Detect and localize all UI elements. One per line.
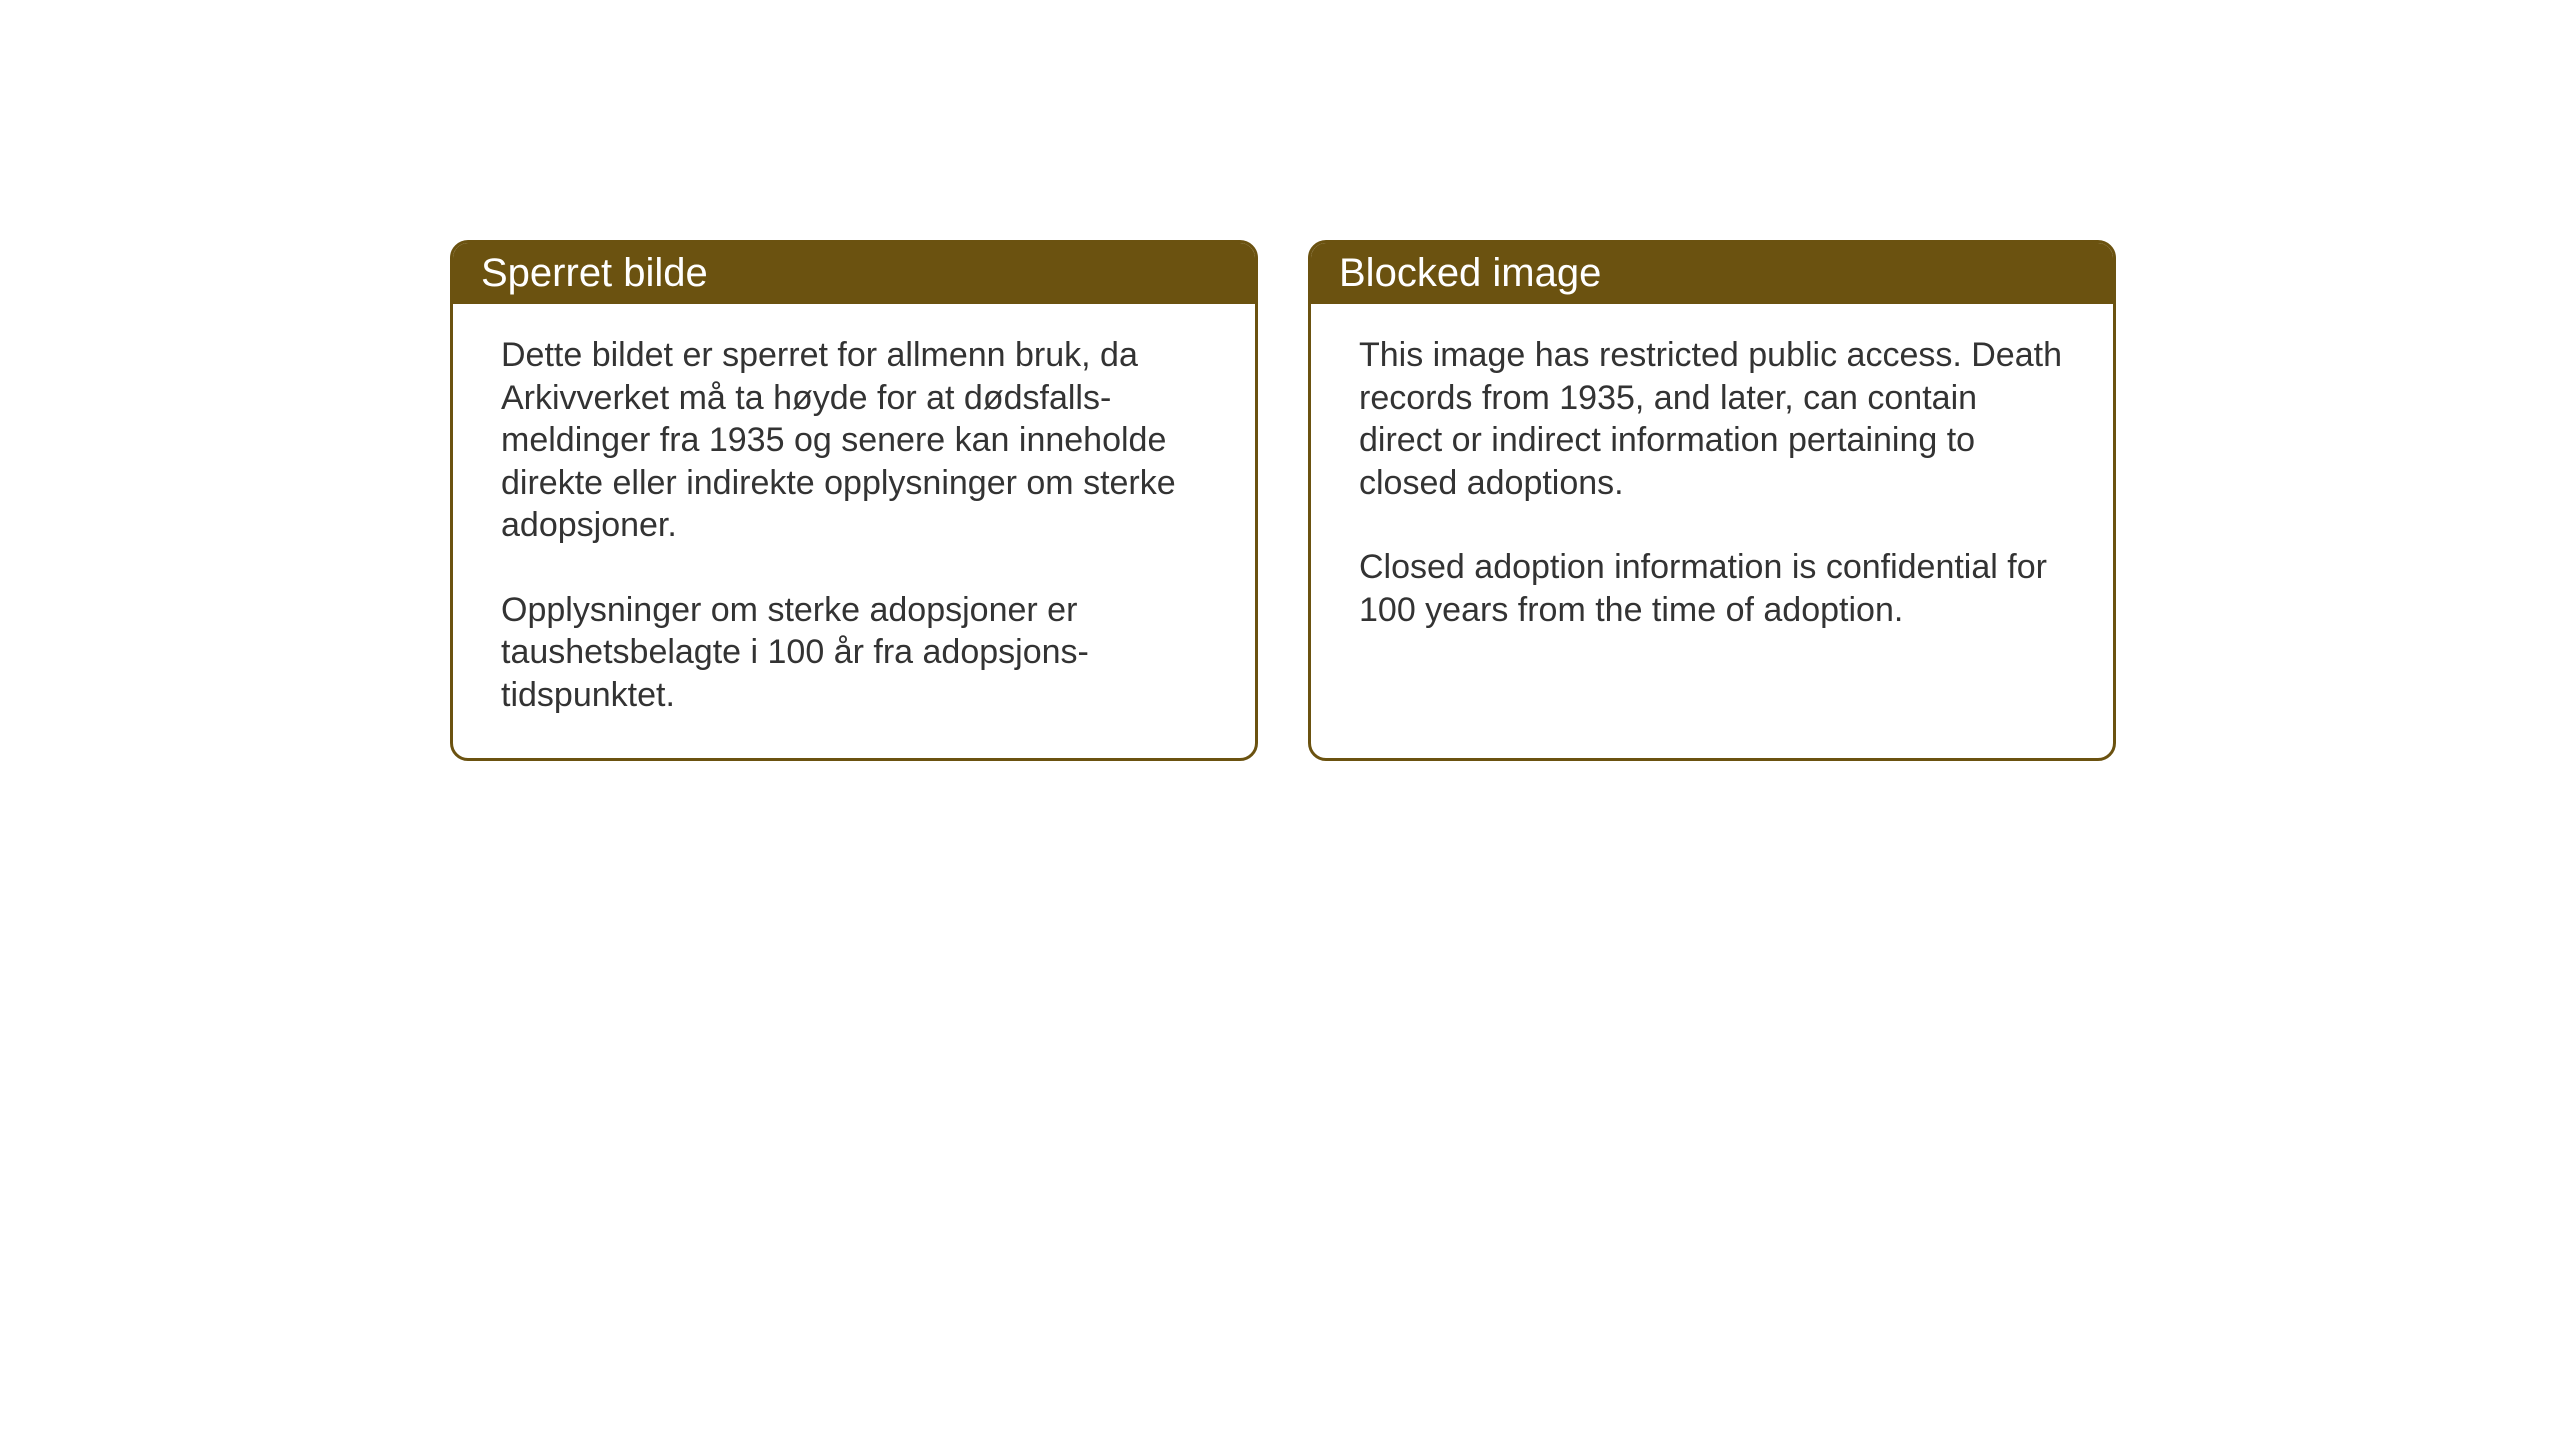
norwegian-paragraph-1: Dette bildet er sperret for allmenn bruk… — [501, 334, 1207, 547]
english-notice-card: Blocked image This image has restricted … — [1308, 240, 2116, 761]
norwegian-paragraph-2: Opplysninger om sterke adopsjoner er tau… — [501, 589, 1207, 717]
norwegian-notice-card: Sperret bilde Dette bildet er sperret fo… — [450, 240, 1258, 761]
english-card-title: Blocked image — [1311, 243, 2113, 304]
english-paragraph-2: Closed adoption information is confident… — [1359, 546, 2065, 631]
notice-container: Sperret bilde Dette bildet er sperret fo… — [450, 240, 2116, 761]
norwegian-card-body: Dette bildet er sperret for allmenn bruk… — [453, 304, 1255, 758]
norwegian-card-title: Sperret bilde — [453, 243, 1255, 304]
english-card-body: This image has restricted public access.… — [1311, 304, 2113, 673]
english-paragraph-1: This image has restricted public access.… — [1359, 334, 2065, 504]
